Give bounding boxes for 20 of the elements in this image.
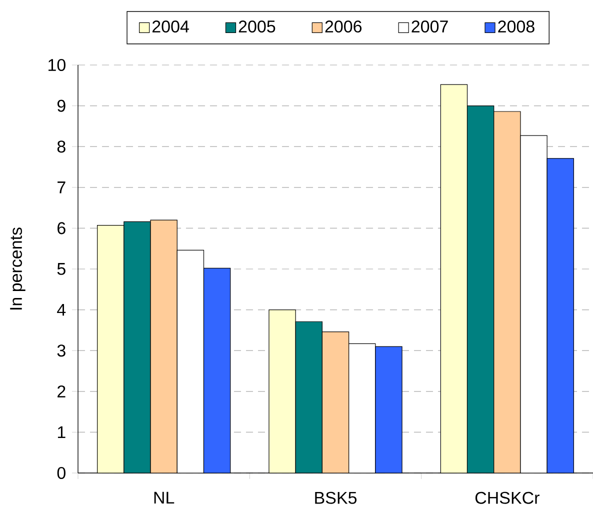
x-tick-label: BSK5 (315, 492, 357, 504)
y-tick-label: 9 (57, 100, 66, 112)
y-tick-label: 0 (57, 466, 66, 480)
legend-label: 2006 (325, 20, 362, 33)
y-tick-label: 5 (57, 263, 66, 275)
legend-label: 2004 (152, 20, 189, 33)
y-axis-title: In percents (10, 228, 26, 310)
y-tick-label: 1 (58, 426, 66, 438)
legend-label: 2008 (498, 20, 534, 33)
y-tick-label: 10 (48, 58, 66, 72)
x-tick-label: CHSKCr (475, 492, 540, 504)
y-tick-label: 8 (57, 140, 66, 153)
y-tick-label: 6 (58, 222, 66, 234)
y-tick-label: 4 (57, 304, 66, 316)
y-tick-label: 7 (58, 182, 66, 194)
y-tick-label: 3 (57, 344, 66, 357)
x-tick-label: NL (154, 492, 174, 504)
legend-label: 2005 (238, 20, 276, 33)
y-tick-label: 2 (58, 385, 66, 398)
legend-label: 2007 (412, 20, 448, 33)
